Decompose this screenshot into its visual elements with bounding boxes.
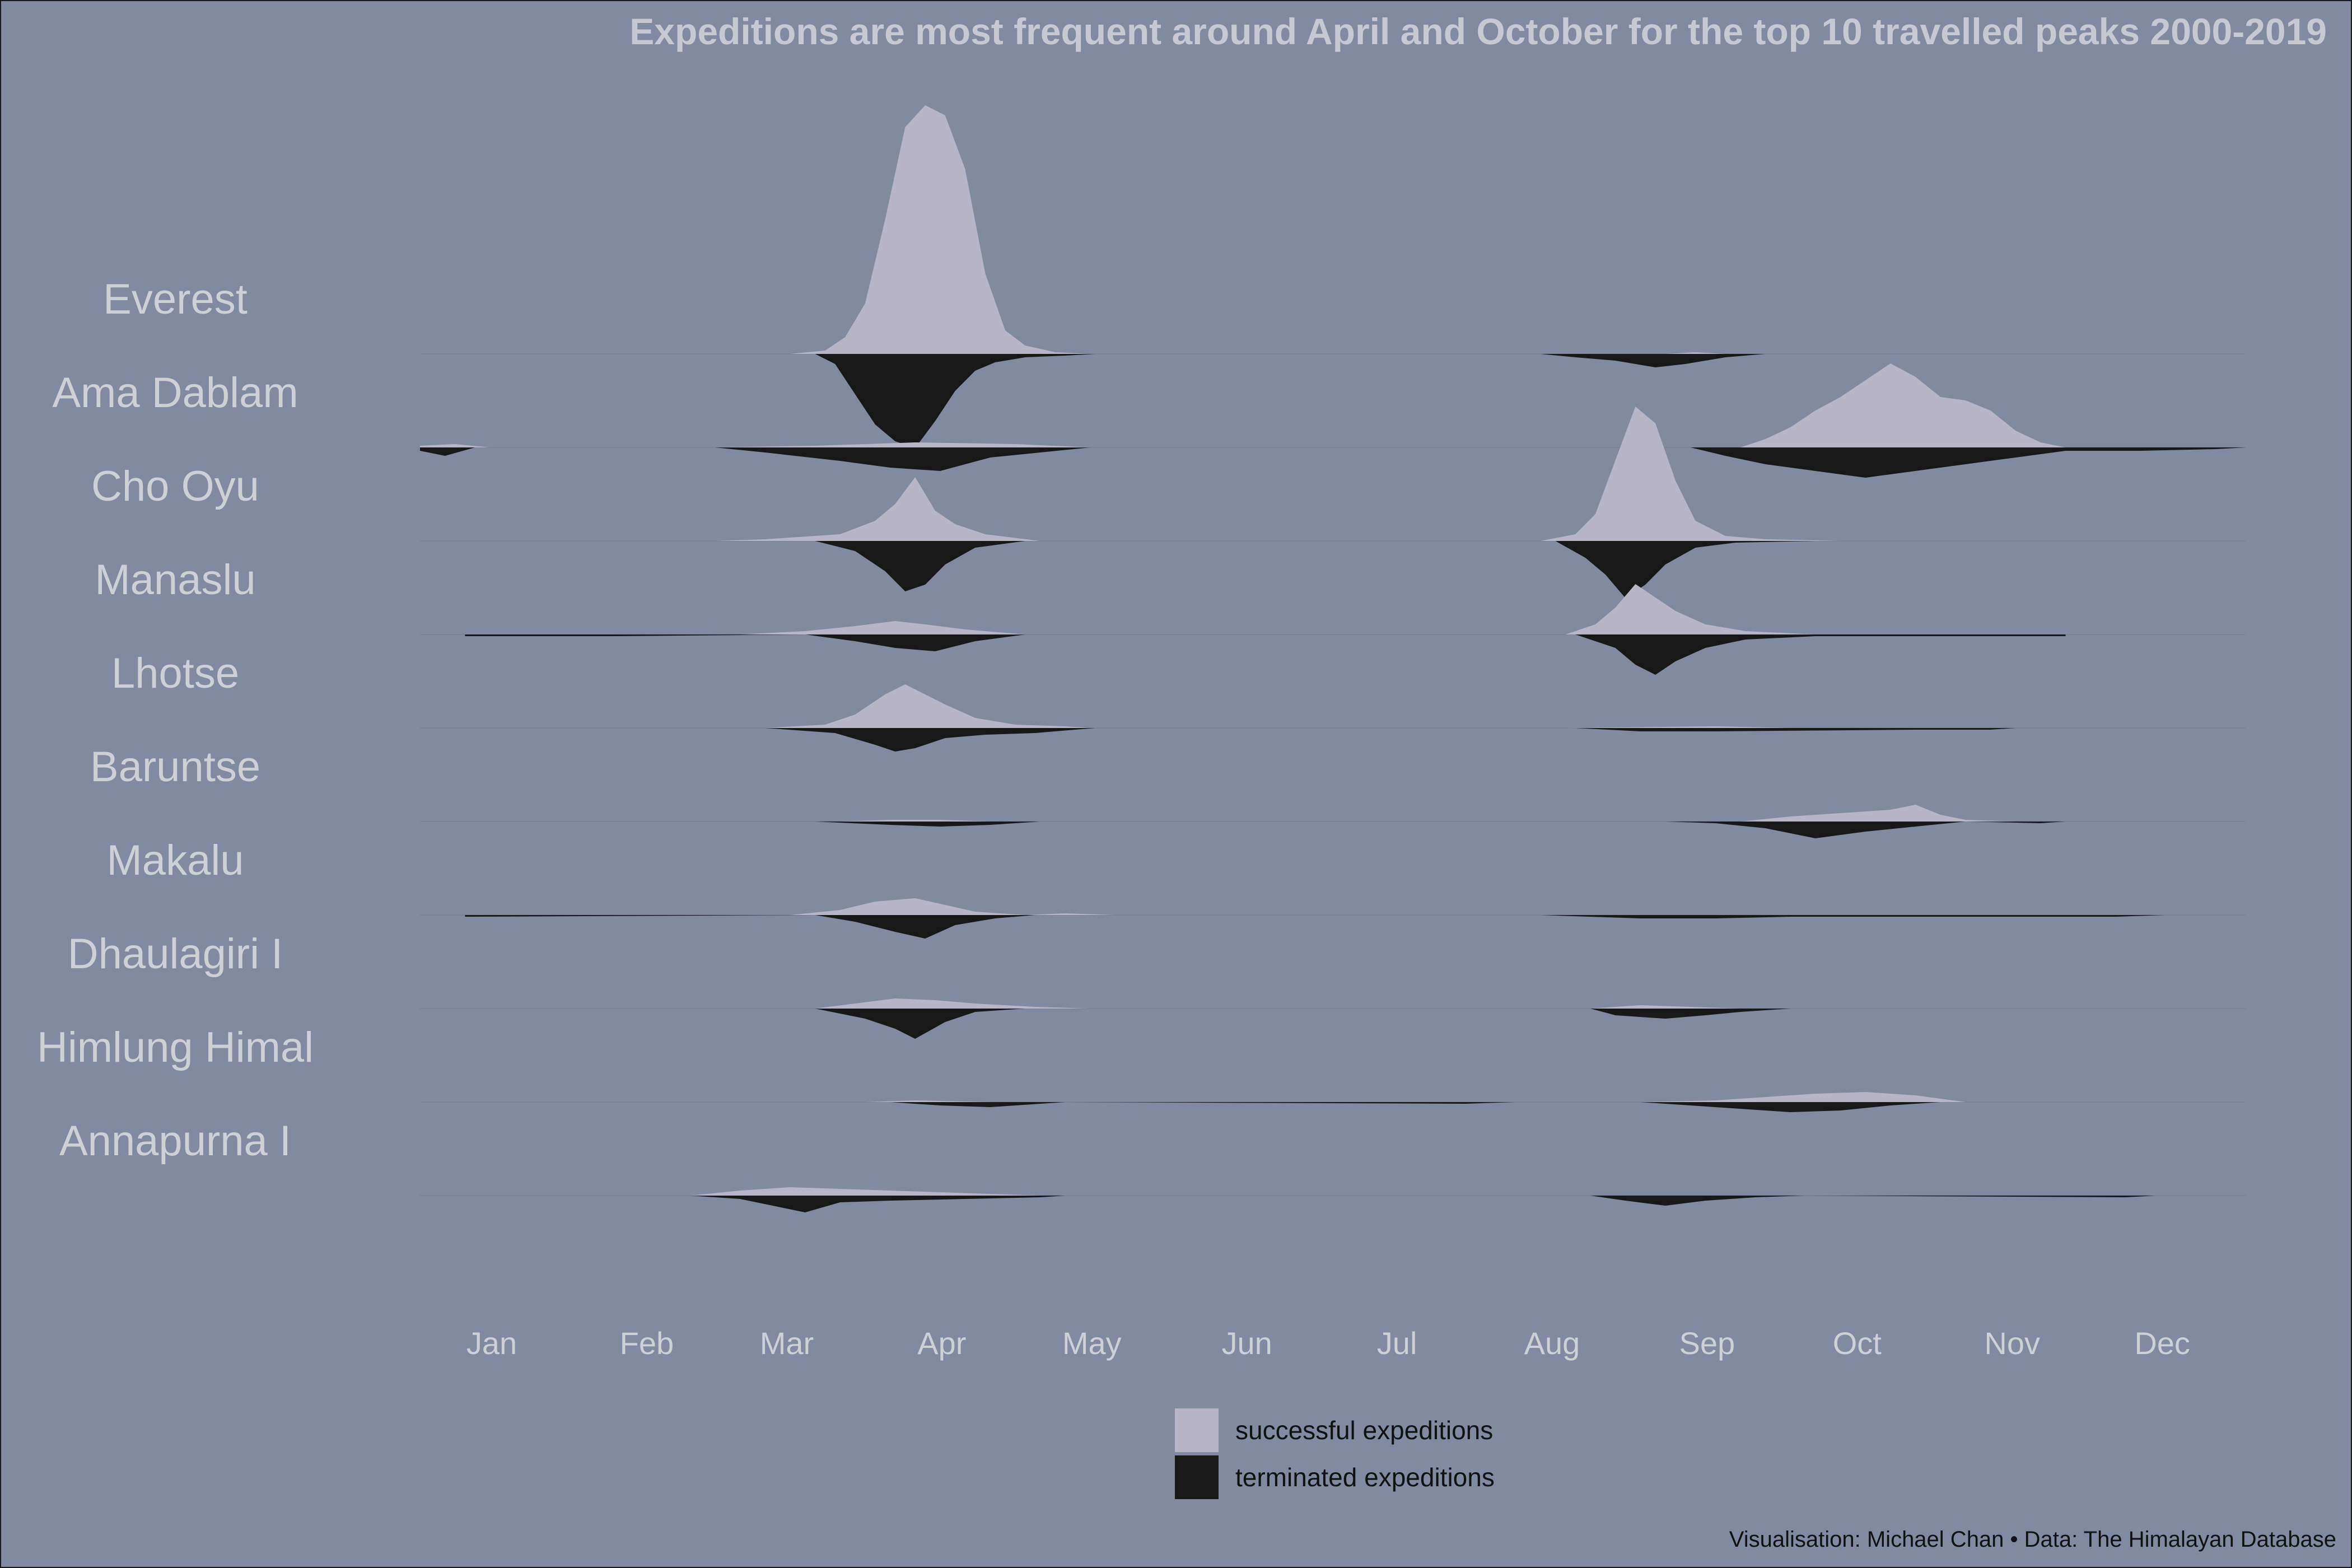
month-label-feb: Feb [620,1326,674,1361]
peak-label-dhaulagiri-i: Dhaulagiri I [68,930,283,978]
month-label-jun: Jun [1222,1326,1272,1361]
ridge-makalu [420,898,2246,939]
legend: successful expeditions terminated expedi… [1175,1407,1495,1501]
month-label-jul: Jul [1377,1326,1417,1361]
terminated-area-makalu [465,915,2166,939]
ridge-cho-oyu [420,407,2246,598]
month-label-apr: Apr [917,1326,966,1361]
ridge-lhotse [420,684,2246,752]
ridge-dhaulagiri-i [420,998,2246,1039]
ridges [420,105,2246,1212]
terminated-area-manaslu [465,634,2066,675]
month-label-aug: Aug [1524,1326,1580,1361]
peak-labels: Everest Ama Dablam Cho Oyu Manaslu Lhotse Bar… [37,276,314,1165]
caption: Visualisation: Michael Chan • Data: The … [1729,1527,2336,1552]
month-label-oct: Oct [1833,1326,1882,1361]
successful-area-annapurna-i [690,1187,1040,1196]
successful-area-ama-dablam [420,363,2066,447]
month-label-sep: Sep [1679,1326,1735,1361]
ridge-himlung-himal [420,1092,2246,1112]
month-label-may: May [1062,1326,1122,1361]
successful-area-makalu [790,898,1116,915]
terminated-area-everest [815,354,1766,448]
peak-label-annapurna-i: Annapurna I [59,1117,291,1165]
month-label-mar: Mar [760,1326,814,1361]
month-labels: Jan Feb Mar Apr May Jun Jul Aug Sep Oct Nov Dec [466,1326,2190,1361]
successful-area-himlung-himal [865,1092,1966,1102]
successful-area-cho-oyu [715,407,1841,541]
peak-label-ama-dablam: Ama Dablam [52,369,298,417]
legend-swatch-terminated [1175,1455,1219,1499]
ridge-manaslu [420,584,2246,675]
month-label-dec: Dec [2134,1326,2190,1361]
terminated-area-cho-oyu [815,541,1816,598]
successful-area-dhaulagiri-i [430,998,1740,1009]
peak-label-cho-oyu: Cho Oyu [91,463,259,510]
legend-swatch-successful [1175,1408,1219,1452]
ridge-baruntse [420,805,2246,838]
peak-label-lhotse: Lhotse [111,650,239,697]
terminated-area-dhaulagiri-i [815,1009,1791,1039]
successful-area-everest [790,105,1726,354]
terminated-area-lhotse [765,728,2016,752]
terminated-area-baruntse [815,822,2066,838]
successful-area-baruntse [840,805,2016,822]
legend-label-terminated: terminated expeditions [1235,1463,1495,1492]
successful-area-manaslu [740,584,1816,634]
successful-area-lhotse [765,684,1791,728]
month-label-nov: Nov [1984,1326,2040,1361]
peak-label-makalu: Makalu [107,837,244,884]
month-label-jan: Jan [466,1326,517,1361]
peak-label-everest: Everest [103,276,248,323]
legend-item-terminated: terminated expeditions [1175,1454,1495,1501]
terminated-area-ama-dablam [420,447,2246,478]
chart-title: Expeditions are most frequent around Apr… [629,11,2327,52]
peak-label-himlung-himal: Himlung Himal [37,1024,314,1071]
peak-label-baruntse: Baruntse [90,743,260,791]
legend-label-successful: successful expeditions [1235,1416,1494,1445]
ridge-annapurna-i [420,1187,2246,1212]
terminated-area-annapurna-i [690,1196,2156,1212]
legend-item-successful: successful expeditions [1175,1407,1495,1454]
ridge-ama-dablam [420,363,2246,478]
ridge-everest [420,105,2246,448]
terminated-area-himlung-himal [890,1102,1941,1112]
peak-label-manaslu: Manaslu [95,556,255,604]
